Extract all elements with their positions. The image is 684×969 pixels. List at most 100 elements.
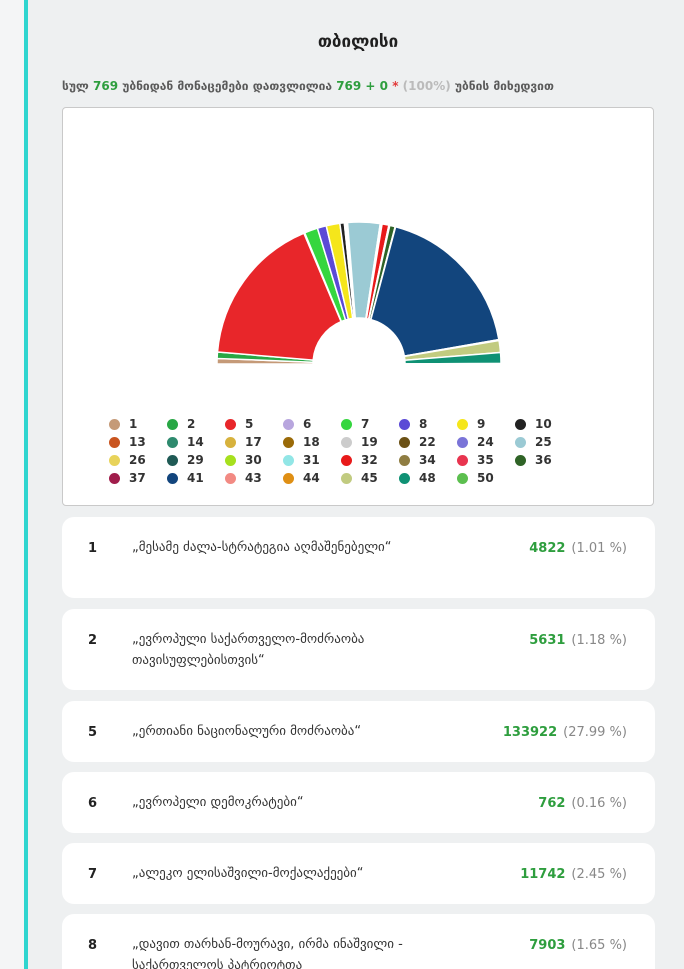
legend-swatch bbox=[457, 418, 468, 430]
summary-total-precincts: 769 bbox=[93, 79, 119, 93]
legend-label: 37 bbox=[129, 471, 146, 485]
legend-swatch bbox=[109, 454, 120, 466]
legend-label: 32 bbox=[361, 453, 378, 467]
party-name: „ალეკო ელისაშვილი-მოქალაქეები“ bbox=[132, 866, 364, 881]
party-votes: 7903 bbox=[529, 938, 566, 953]
legend-label: 5 bbox=[245, 417, 254, 431]
pie-slice-5[interactable] bbox=[216, 232, 343, 361]
legend-item-43[interactable]: 43 bbox=[225, 469, 283, 487]
party-stats: 11742 (2.45 %) bbox=[520, 867, 627, 882]
legend-item-9[interactable]: 9 bbox=[457, 415, 515, 433]
legend-label: 25 bbox=[535, 435, 552, 449]
party-stats: 133922 (27.99 %) bbox=[503, 725, 627, 740]
legend-swatch bbox=[399, 472, 410, 484]
summary-counted: 769 + 0 bbox=[336, 79, 389, 93]
legend-item-37[interactable]: 37 bbox=[109, 469, 167, 487]
legend-swatch bbox=[399, 418, 410, 430]
party-stats: 7903 (1.65 %) bbox=[529, 938, 627, 953]
legend-item-2[interactable]: 2 bbox=[167, 415, 225, 433]
party-row[interactable]: 2 „ევროპული საქართველო-მოძრაობა თავისუფლ… bbox=[62, 609, 655, 690]
legend-item-14[interactable]: 14 bbox=[167, 433, 225, 451]
party-name: „დავით თარხან-მოურავი, ირმა ინაშვილი - ს… bbox=[132, 937, 403, 969]
legend-label: 41 bbox=[187, 471, 204, 485]
party-number: 2 bbox=[88, 633, 98, 648]
legend-swatch bbox=[283, 472, 294, 484]
legend-item-5[interactable]: 5 bbox=[225, 415, 283, 433]
party-row[interactable]: 7 „ალეკო ელისაშვილი-მოქალაქეები“ 11742 (2… bbox=[62, 843, 655, 904]
legend-label: 19 bbox=[361, 435, 378, 449]
legend-label: 7 bbox=[361, 417, 370, 431]
legend-item-50[interactable]: 50 bbox=[457, 469, 515, 487]
party-number: 5 bbox=[88, 725, 98, 740]
legend-swatch bbox=[457, 436, 468, 448]
legend-item-18[interactable]: 18 bbox=[283, 433, 341, 451]
legend-item-6[interactable]: 6 bbox=[283, 415, 341, 433]
legend-item-48[interactable]: 48 bbox=[399, 469, 457, 487]
legend-item-30[interactable]: 30 bbox=[225, 451, 283, 469]
party-row[interactable]: 5 „ერთიანი ნაციონალური მოძრაობა“ 133922 (… bbox=[62, 701, 655, 762]
legend-item-29[interactable]: 29 bbox=[167, 451, 225, 469]
legend-item-24[interactable]: 24 bbox=[457, 433, 515, 451]
party-votes: 762 bbox=[538, 796, 566, 811]
party-number: 1 bbox=[88, 541, 98, 556]
party-percent: (0.16 %) bbox=[571, 796, 627, 811]
legend-label: 45 bbox=[361, 471, 378, 485]
legend-label: 2 bbox=[187, 417, 196, 431]
legend-swatch bbox=[283, 454, 294, 466]
legend-item-1[interactable]: 1 bbox=[109, 415, 167, 433]
legend-item-31[interactable]: 31 bbox=[283, 451, 341, 469]
legend-item-8[interactable]: 8 bbox=[399, 415, 457, 433]
party-row[interactable]: 6 „ევროპელი დემოკრატები“ 762 (0.16 %) bbox=[62, 772, 655, 833]
legend-label: 29 bbox=[187, 453, 204, 467]
legend-swatch bbox=[457, 454, 468, 466]
legend-swatch bbox=[225, 418, 236, 430]
legend-item-44[interactable]: 44 bbox=[283, 469, 341, 487]
legend-item-26[interactable]: 26 bbox=[109, 451, 167, 469]
party-votes: 133922 bbox=[502, 725, 558, 740]
legend-item-45[interactable]: 45 bbox=[341, 469, 399, 487]
legend-swatch bbox=[109, 436, 120, 448]
legend-item-35[interactable]: 35 bbox=[457, 451, 515, 469]
legend-swatch bbox=[515, 454, 526, 466]
party-row[interactable]: 1 „მესამე ძალა-სტრატეგია აღმაშენებელი“ 4… bbox=[62, 517, 655, 598]
party-stats: 4822 (1.01 %) bbox=[529, 541, 627, 556]
legend-label: 1 bbox=[129, 417, 138, 431]
legend-item-25[interactable]: 25 bbox=[515, 433, 573, 451]
legend-item-13[interactable]: 13 bbox=[109, 433, 167, 451]
legend-item-7[interactable]: 7 bbox=[341, 415, 399, 433]
party-percent: (1.01 %) bbox=[571, 541, 627, 556]
party-row[interactable]: 8 „დავით თარხან-მოურავი, ირმა ინაშვილი -… bbox=[62, 914, 655, 969]
chart-legend: 1 2 5 6 7 8 9 10 13 14 17 18 19 22 24 25 26 29 30 31 32 34 35 3… bbox=[109, 415, 629, 487]
party-percent: (1.18 %) bbox=[571, 633, 627, 648]
party-name: „მესამე ძალა-სტრატეგია აღმაშენებელი“ bbox=[132, 540, 392, 555]
region-title: თბილისი bbox=[317, 32, 399, 52]
legend-item-19[interactable]: 19 bbox=[341, 433, 399, 451]
legend-label: 43 bbox=[245, 471, 262, 485]
legend-swatch bbox=[341, 472, 352, 484]
legend-item-32[interactable]: 32 bbox=[341, 451, 399, 469]
legend-swatch bbox=[515, 418, 526, 430]
pie-slice-41[interactable] bbox=[369, 225, 500, 357]
legend-label: 50 bbox=[477, 471, 494, 485]
legend-item-22[interactable]: 22 bbox=[399, 433, 457, 451]
legend-item-41[interactable]: 41 bbox=[167, 469, 225, 487]
legend-swatch bbox=[341, 436, 352, 448]
legend-item-10[interactable]: 10 bbox=[515, 415, 573, 433]
legend-swatch bbox=[225, 454, 236, 466]
left-accent-bar bbox=[0, 0, 28, 969]
summary-mid: უბნიდან მონაცემები დათვლილია bbox=[122, 79, 333, 93]
legend-swatch bbox=[283, 418, 294, 430]
legend-item-36[interactable]: 36 bbox=[515, 451, 573, 469]
legend-swatch bbox=[399, 436, 410, 448]
legend-item-34[interactable]: 34 bbox=[399, 451, 457, 469]
legend-label: 22 bbox=[419, 435, 436, 449]
legend-swatch bbox=[167, 454, 178, 466]
legend-item-17[interactable]: 17 bbox=[225, 433, 283, 451]
party-number: 8 bbox=[88, 938, 98, 953]
party-stats: 5631 (1.18 %) bbox=[529, 633, 627, 648]
party-votes: 5631 bbox=[529, 633, 566, 648]
summary-percent: (100%) bbox=[402, 79, 451, 93]
legend-swatch bbox=[167, 418, 178, 430]
party-votes: 4822 bbox=[529, 541, 566, 556]
party-name: „ერთიანი ნაციონალური მოძრაობა“ bbox=[132, 724, 362, 739]
